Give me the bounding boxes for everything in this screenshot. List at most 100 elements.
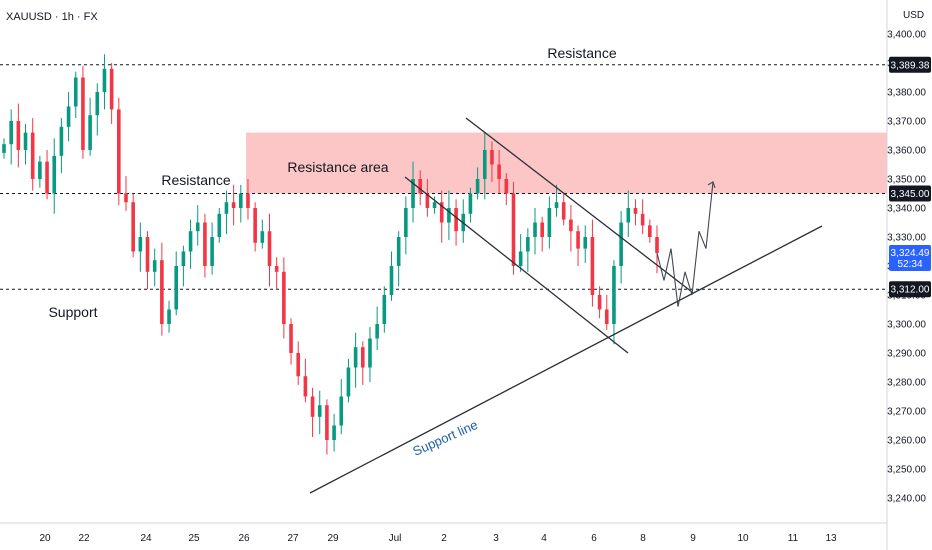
candle-body bbox=[439, 202, 444, 223]
candle-body bbox=[454, 208, 458, 232]
candle-body bbox=[30, 132, 35, 179]
time-tick-label: 27 bbox=[287, 533, 299, 544]
candle-body bbox=[224, 202, 229, 214]
price-tick-label: 3,300.00 bbox=[887, 320, 926, 331]
candle-body bbox=[368, 338, 372, 368]
candle-body bbox=[396, 237, 401, 266]
candle-body bbox=[590, 237, 595, 295]
candle-body bbox=[576, 231, 580, 249]
time-axis[interactable]: 20 22 24 25 26 27 29 Jul 2 3 4 6 8 9 10 11 13 bbox=[39, 533, 837, 544]
candle-body bbox=[231, 202, 236, 208]
candle-body bbox=[547, 208, 552, 237]
candle-body bbox=[612, 266, 616, 324]
candle-body bbox=[210, 237, 214, 266]
candle-body bbox=[540, 222, 544, 237]
candle-body bbox=[533, 222, 537, 237]
candle-body bbox=[274, 266, 279, 272]
candle-body bbox=[418, 179, 422, 194]
support-trend-line bbox=[309, 225, 823, 494]
price-tick-label: 3,250.00 bbox=[887, 465, 926, 476]
price-tick-label: 3,380.00 bbox=[887, 88, 926, 99]
candle-body bbox=[117, 109, 121, 194]
candle-body bbox=[655, 237, 659, 253]
candle-body bbox=[66, 106, 71, 127]
candle-body bbox=[59, 126, 64, 156]
candle-body bbox=[490, 150, 494, 165]
candle-body bbox=[303, 376, 308, 397]
level-price-value: 3,389.38 bbox=[891, 60, 930, 71]
resistance-area-label: Resistance area bbox=[287, 159, 388, 175]
candle-body bbox=[217, 213, 222, 237]
candle-body bbox=[339, 396, 344, 426]
projection-path bbox=[656, 181, 716, 307]
candle-body bbox=[16, 121, 21, 150]
candle-body bbox=[633, 208, 638, 214]
candle-body bbox=[102, 68, 107, 92]
candles bbox=[2, 54, 659, 455]
level-price-value: 3,345.00 bbox=[891, 189, 930, 200]
candle-body bbox=[181, 251, 186, 266]
time-tick-label: 13 bbox=[825, 533, 837, 544]
time-tick-label: 3 bbox=[493, 533, 499, 544]
candle-body bbox=[145, 237, 150, 272]
candle-body bbox=[95, 92, 100, 116]
price-tick-label: 3,280.00 bbox=[887, 378, 926, 389]
candle-body bbox=[188, 231, 193, 252]
candle-body bbox=[160, 260, 164, 324]
candle-body bbox=[353, 347, 358, 368]
level-price-badge bbox=[889, 281, 931, 298]
price-tick-label: 3,330.00 bbox=[887, 233, 926, 244]
time-tick-label: 4 bbox=[541, 533, 547, 544]
candle-body bbox=[640, 213, 645, 226]
support-label: Support bbox=[48, 304, 97, 320]
candle-body bbox=[504, 179, 509, 194]
level-price-badge bbox=[889, 56, 931, 73]
candle-body bbox=[9, 121, 13, 145]
candle-body bbox=[468, 193, 473, 214]
current-price-badge bbox=[889, 244, 931, 271]
candle-body bbox=[325, 405, 329, 440]
resistance-area-zone bbox=[246, 132, 887, 194]
candle-body bbox=[626, 208, 631, 223]
candle-body bbox=[360, 347, 365, 368]
price-tick-label: 3,370.00 bbox=[887, 117, 926, 128]
candle-body bbox=[73, 77, 78, 107]
candle-body bbox=[167, 309, 171, 324]
candle-body bbox=[569, 219, 573, 232]
candle-body bbox=[619, 222, 623, 266]
candle-body bbox=[554, 202, 559, 208]
candle-body bbox=[583, 237, 588, 249]
candle-body bbox=[597, 295, 602, 310]
candle-body bbox=[124, 193, 128, 203]
candle-body bbox=[282, 271, 286, 324]
candle-body bbox=[260, 231, 265, 243]
candle-body bbox=[195, 222, 200, 232]
candle-body bbox=[332, 425, 336, 440]
candle-body bbox=[561, 202, 566, 220]
channel-lower-line bbox=[404, 176, 629, 354]
candle-body bbox=[346, 367, 351, 397]
candle-body bbox=[310, 396, 315, 417]
candle-body bbox=[174, 266, 179, 310]
candle-body bbox=[246, 193, 250, 208]
candle-body bbox=[482, 150, 487, 179]
time-tick-label: 24 bbox=[140, 533, 152, 544]
candle-body bbox=[425, 193, 430, 208]
currency-label: USD bbox=[903, 10, 924, 21]
candle-body bbox=[411, 179, 415, 208]
candle-body bbox=[52, 155, 57, 194]
current-price-value: 3,324.49 bbox=[891, 248, 930, 259]
candle-body bbox=[253, 208, 257, 243]
price-tick-label: 3,290.00 bbox=[887, 349, 926, 360]
time-tick-label: 11 bbox=[788, 533, 799, 544]
price-tick-label: 3,270.00 bbox=[887, 407, 926, 418]
candle-body bbox=[518, 251, 523, 266]
candle-body bbox=[447, 208, 451, 223]
time-tick-label: 20 bbox=[39, 533, 51, 544]
candle-body bbox=[81, 77, 85, 150]
candle-body bbox=[138, 237, 143, 252]
candle-body bbox=[23, 132, 28, 150]
price-tick-label: 3,350.00 bbox=[887, 175, 926, 186]
level-price-value: 3,312.00 bbox=[891, 285, 930, 296]
